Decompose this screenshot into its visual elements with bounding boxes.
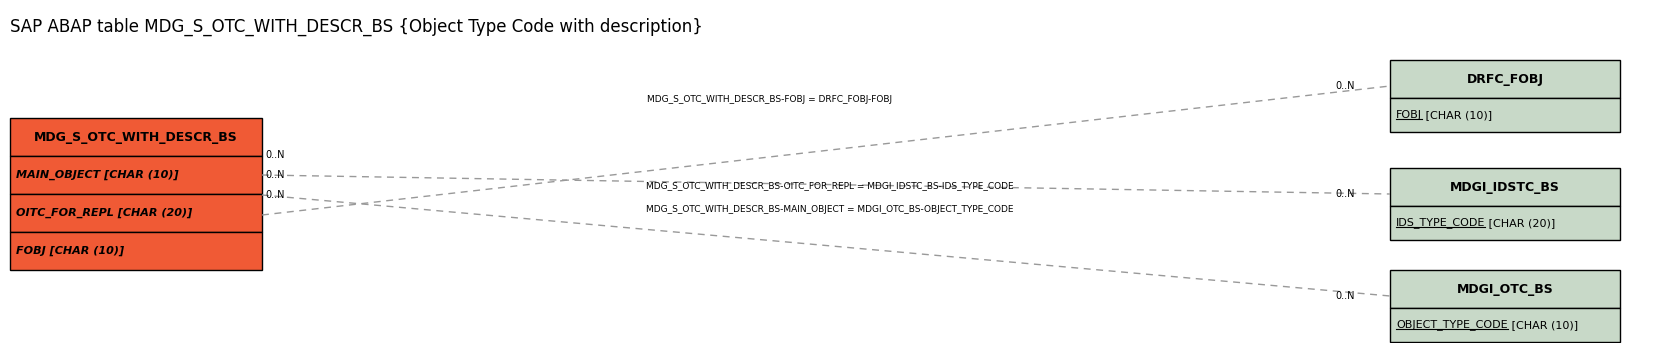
Text: MAIN_OBJECT [CHAR (10)]: MAIN_OBJECT [CHAR (10)] [17, 170, 179, 180]
Text: [CHAR (10)]: [CHAR (10)] [1508, 320, 1578, 330]
Bar [1390, 60, 1620, 98]
Text: MDGI_OTC_BS: MDGI_OTC_BS [1457, 283, 1553, 296]
Text: FOBJ: FOBJ [1395, 110, 1422, 120]
Text: FOBJ [CHAR (10)]: FOBJ [CHAR (10)] [17, 246, 124, 256]
Text: [CHAR (20)]: [CHAR (20)] [1486, 218, 1556, 228]
Text: 0..N: 0..N [265, 190, 285, 200]
Bar [10, 194, 261, 232]
Text: 0..N: 0..N [265, 150, 285, 160]
Bar [1390, 270, 1620, 308]
Bar [1390, 308, 1620, 342]
Text: OBJECT_TYPE_CODE: OBJECT_TYPE_CODE [1395, 320, 1508, 330]
Text: [CHAR (10)]: [CHAR (10)] [1422, 110, 1492, 120]
Text: 0..N: 0..N [1335, 291, 1355, 301]
Text: DRFC_FOBJ: DRFC_FOBJ [1467, 72, 1543, 85]
Bar [1390, 206, 1620, 240]
Text: IDS_TYPE_CODE: IDS_TYPE_CODE [1395, 217, 1486, 228]
Bar [10, 232, 261, 270]
Text: MDG_S_OTC_WITH_DESCR_BS: MDG_S_OTC_WITH_DESCR_BS [34, 130, 238, 143]
Bar [1390, 168, 1620, 206]
Text: 0..N: 0..N [265, 170, 285, 180]
Text: 0..N: 0..N [1335, 189, 1355, 199]
Bar [10, 118, 261, 156]
Bar [1390, 98, 1620, 132]
Text: MDG_S_OTC_WITH_DESCR_BS-MAIN_OBJECT = MDGI_OTC_BS-OBJECT_TYPE_CODE: MDG_S_OTC_WITH_DESCR_BS-MAIN_OBJECT = MD… [647, 205, 1013, 214]
Text: OITC_FOR_REPL [CHAR (20)]: OITC_FOR_REPL [CHAR (20)] [17, 208, 193, 218]
Bar [10, 156, 261, 194]
Text: MDGI_IDSTC_BS: MDGI_IDSTC_BS [1451, 180, 1559, 193]
Text: 0..N: 0..N [1335, 81, 1355, 91]
Text: SAP ABAP table MDG_S_OTC_WITH_DESCR_BS {Object Type Code with description}: SAP ABAP table MDG_S_OTC_WITH_DESCR_BS {… [10, 18, 703, 36]
Text: MDG_S_OTC_WITH_DESCR_BS-FOBJ = DRFC_FOBJ-FOBJ: MDG_S_OTC_WITH_DESCR_BS-FOBJ = DRFC_FOBJ… [648, 95, 893, 105]
Text: MDG_S_OTC_WITH_DESCR_BS-OITC_FOR_REPL = MDGI_IDSTC_BS-IDS_TYPE_CODE: MDG_S_OTC_WITH_DESCR_BS-OITC_FOR_REPL = … [647, 181, 1013, 190]
